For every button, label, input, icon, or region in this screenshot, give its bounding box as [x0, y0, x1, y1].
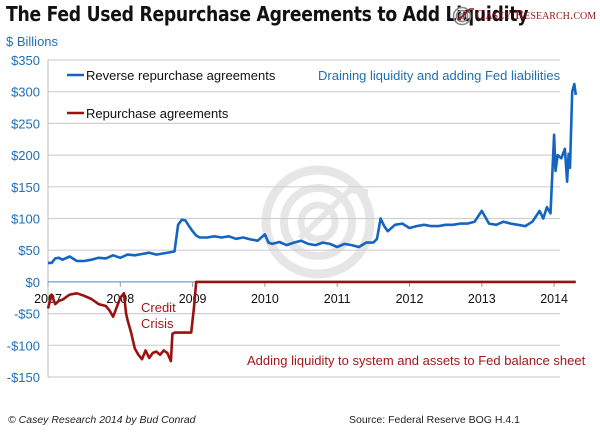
x-tick-label: 2013 — [468, 292, 496, 306]
annotation-crisis: Crisis — [141, 316, 174, 331]
x-tick-label: 2014 — [540, 292, 568, 306]
logo-text: Casey Research.com — [476, 8, 597, 23]
annotation-draining: Draining liquidity and adding Fed liabil… — [318, 68, 561, 83]
legend-label-reverse-repo: Reverse repurchase agreements — [86, 68, 276, 83]
y-tick-label: -$100 — [7, 338, 40, 353]
y-tick-label: $0 — [26, 275, 40, 290]
watermark-spiral-icon — [261, 165, 375, 279]
y-tick-label: -$50 — [14, 307, 40, 322]
annotation-credit: Credit — [141, 300, 176, 315]
x-tick-label: 2011 — [324, 292, 351, 306]
y-tick-label: $250 — [11, 116, 40, 131]
y-tick-label: $150 — [11, 180, 40, 195]
legend-label-repo: Repurchase agreements — [86, 106, 229, 121]
chart-title: The Fed Used Repurchase Agreements to Ad… — [6, 2, 529, 26]
y-tick-label: $100 — [11, 212, 40, 227]
y-tick-label: $50 — [18, 243, 40, 258]
y-tick-label: $300 — [11, 85, 40, 100]
series-line-repo — [46, 280, 576, 363]
copyright-credit: © Casey Research 2014 by Bud Conrad — [8, 414, 196, 426]
series-line-reverse-repo — [48, 82, 578, 265]
annotation-adding-liquidity: Adding liquidity to system and assets to… — [247, 353, 586, 368]
source-note: Source: Federal Reserve BOG H.4.1 — [349, 414, 520, 426]
logo-spiral-icon — [452, 6, 474, 26]
y-axis-units-label: $ Billions — [6, 34, 59, 49]
x-tick-label: 2012 — [396, 292, 424, 306]
casey-research-logo: Casey Research.com — [450, 6, 596, 26]
y-tick-label: $200 — [11, 148, 40, 163]
x-tick-label: 2009 — [179, 292, 207, 306]
x-tick-label: 2010 — [251, 292, 279, 306]
y-tick-label: -$150 — [7, 370, 40, 385]
y-tick-label: $350 — [11, 53, 40, 68]
